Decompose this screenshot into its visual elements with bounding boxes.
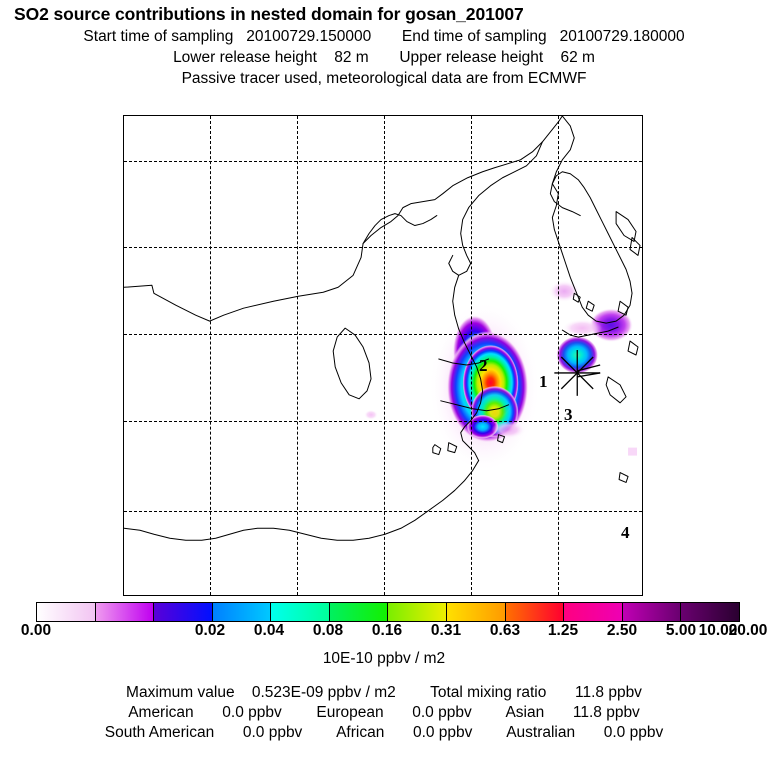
plume-pink-spur xyxy=(491,420,526,439)
east-sea-pink-smear xyxy=(562,319,603,338)
colorbar-segment-4 xyxy=(271,603,330,621)
map-canvas xyxy=(124,116,641,541)
colorbar-tick-10: 10.00 xyxy=(698,622,738,639)
colorbar-tick-4: 0.16 xyxy=(371,622,403,639)
island-ryukyu-a xyxy=(627,340,639,356)
lower-release-label: Lower release height xyxy=(173,49,317,66)
colorbar-segment-10 xyxy=(622,603,682,621)
upper-release-value: 62 m xyxy=(560,49,595,66)
river-yangtze-upper xyxy=(438,358,490,366)
colorbar-segment-1 xyxy=(95,603,155,621)
region-name-australian: Australian xyxy=(506,724,576,741)
start-time-label: Start time of sampling xyxy=(83,28,234,45)
island-japan-sw xyxy=(629,236,641,256)
colorbar-segment-8 xyxy=(505,603,565,621)
coast-korea xyxy=(551,171,633,324)
map-plot-area: 1 2 3 4 xyxy=(123,115,643,596)
footer-region-row-2: South American 0.0 ppbv African 0.0 ppbv… xyxy=(0,724,768,742)
end-time-label: End time of sampling xyxy=(401,28,547,45)
coast-china-east xyxy=(452,274,484,462)
max-value: 0.523E-09 ppbv / m2 xyxy=(251,684,396,701)
colorbar-segment-0 xyxy=(37,603,96,621)
north-faint-cell xyxy=(548,280,581,303)
total-mixing-ratio-value: 11.8 ppbv xyxy=(575,684,642,701)
footer-region-row-1: American 0.0 ppbv European 0.0 ppbv Asia… xyxy=(0,704,768,722)
coast-china-south xyxy=(124,460,480,541)
island-kyushu xyxy=(615,211,637,242)
figure-header: SO2 source contributions in nested domai… xyxy=(0,0,768,88)
colorbar-segment-2 xyxy=(154,603,213,621)
region-value-asian: 11.8 ppbv xyxy=(572,704,640,721)
plume-south-foot xyxy=(466,414,499,439)
colorbar-segment-6 xyxy=(388,603,448,621)
region-name-african: African xyxy=(336,724,385,741)
end-time-value: 20100729.180000 xyxy=(559,28,685,45)
colorbar-tick-6: 0.63 xyxy=(489,622,521,639)
region-value-australian: 0.0 ppbv xyxy=(603,724,664,741)
colorbar-unit-label: 10E-10 ppbv / m2 xyxy=(322,650,446,667)
region-value-south-american: 0.0 ppbv xyxy=(242,724,303,741)
start-time-value: 20100729.150000 xyxy=(246,28,372,45)
region-value-african: 0.0 ppbv xyxy=(412,724,473,741)
colorbar-tick-8: 2.50 xyxy=(606,622,638,639)
region-value-european: 0.0 ppbv xyxy=(412,704,472,721)
colorbar-tick-9: 5.00 xyxy=(665,622,697,639)
region-name-south-american: South American xyxy=(104,724,215,741)
river-yangtze-lower xyxy=(440,400,510,412)
colorbar-segment-7 xyxy=(447,603,506,621)
island-ryukyu-b xyxy=(617,300,629,316)
colorbar-tick-2: 0.04 xyxy=(253,622,285,639)
map-region-label-1: 1 xyxy=(539,372,548,391)
lower-release-value: 82 m xyxy=(334,49,369,66)
colorbar-tick-11: 20.00 xyxy=(728,622,768,639)
concentration-field xyxy=(364,280,638,473)
colorbar-tick-0: 0.00 xyxy=(20,622,52,639)
island-small-b xyxy=(447,442,458,454)
map-region-label-3: 3 xyxy=(564,405,573,424)
map-region-label-4: 4 xyxy=(621,523,630,542)
colorbar-segment-3 xyxy=(212,603,272,621)
sampling-time-row: Start time of sampling 20100729.150000 E… xyxy=(0,28,768,46)
region-name-american: American xyxy=(128,704,194,721)
colorbar-tick-3: 0.08 xyxy=(312,622,344,639)
coast-bohai xyxy=(448,141,543,276)
island-small-a xyxy=(432,444,442,456)
max-value-label: Maximum value xyxy=(126,684,235,701)
tracer-note: Passive tracer used, meteorological data… xyxy=(181,70,587,87)
island-ryukyu-c xyxy=(585,300,595,312)
release-site-starburst xyxy=(554,350,601,396)
colorbar-tick-7: 1.25 xyxy=(547,622,579,639)
border-north xyxy=(124,116,563,322)
colorbar-segment-9 xyxy=(564,603,623,621)
coastline-layer xyxy=(124,116,641,541)
colorbar-tick-5: 0.31 xyxy=(430,622,462,639)
colorbar-segment-11 xyxy=(681,603,739,621)
footer-summary-row: Maximum value 0.523E-09 ppbv / m2 Total … xyxy=(0,684,768,702)
colorbar-segment-5 xyxy=(329,603,389,621)
ryukyu-faint-cell xyxy=(628,447,638,456)
stray-cell-west xyxy=(364,409,379,420)
island-small-c xyxy=(497,434,506,444)
total-mixing-ratio-label: Total mixing ratio xyxy=(430,684,547,701)
island-taiwan xyxy=(332,327,372,400)
coast-ne-russia xyxy=(549,116,581,217)
border-inland-detail xyxy=(362,213,438,244)
figure-footer: Maximum value 0.523E-09 ppbv / m2 Total … xyxy=(0,684,768,742)
colorbar-tick-labels: 0.00 0.02 0.04 0.08 0.16 0.31 0.63 1.25 2.50 5.00… xyxy=(0,622,768,642)
page-title: SO2 source contributions in nested domai… xyxy=(14,4,524,24)
region-name-asian: Asian xyxy=(505,704,545,721)
island-ryukyu-d xyxy=(572,292,581,303)
island-small-d xyxy=(618,472,629,483)
map-region-label-2: 2 xyxy=(479,356,488,375)
island-okinawa xyxy=(605,376,627,404)
coast-korea-south xyxy=(561,326,619,338)
region-name-european: European xyxy=(316,704,384,721)
colorbar-tick-1: 0.02 xyxy=(194,622,226,639)
upper-release-label: Upper release height xyxy=(399,49,544,66)
region-value-american: 0.0 ppbv xyxy=(222,704,282,721)
release-height-row: Lower release height 82 m Upper release … xyxy=(0,49,768,67)
colorbar xyxy=(36,602,740,622)
